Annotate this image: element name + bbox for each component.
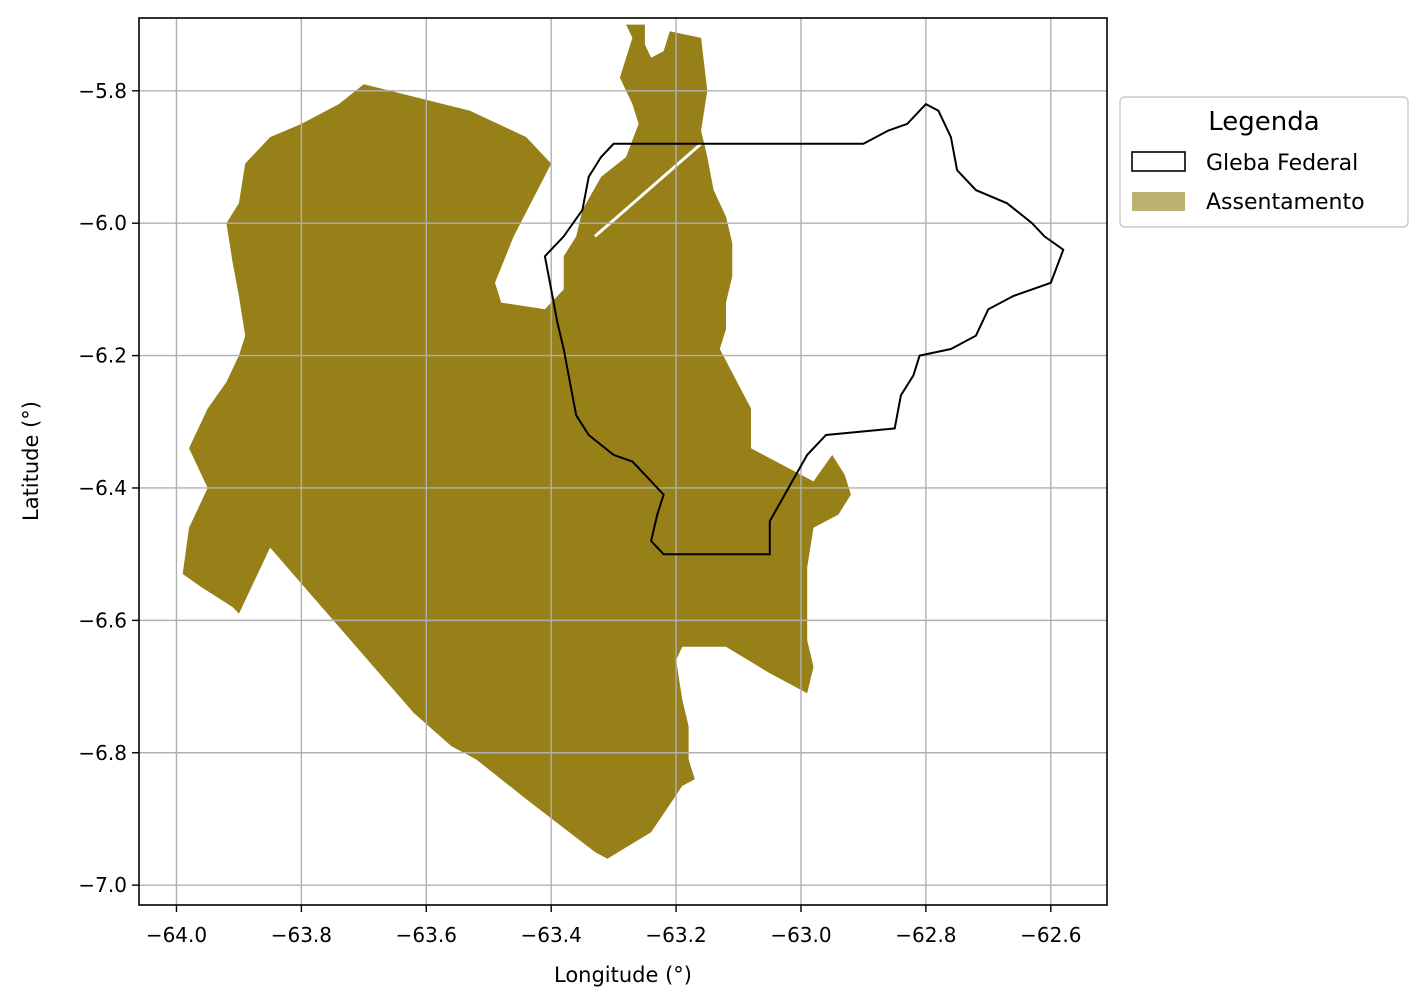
legend-swatch-assentamento: [1132, 192, 1185, 211]
legend: Legenda Gleba Federal Assentamento: [1119, 96, 1409, 228]
x-tick-label: −64.0: [146, 923, 207, 947]
x-tick-label: −62.6: [1020, 923, 1081, 947]
x-axis-ticks: −64.0 −63.8 −63.6 −63.4 −63.2 −63.0 −62.8 −62.6: [146, 905, 1081, 947]
x-tick-label: −63.0: [770, 923, 831, 947]
assentamento-white-gap-line: [593, 142, 703, 238]
y-axis-ticks: −5.8 −6.0 −6.2 −6.4 −6.6 −6.8 −7.0: [78, 79, 139, 897]
x-tick-label: −63.2: [645, 923, 706, 947]
y-axis-label: Latitude (°): [19, 401, 43, 521]
legend-box: [1119, 96, 1409, 228]
gleba-federal-outline: [543, 102, 1065, 556]
legend-label-assentamento: Assentamento: [1206, 190, 1365, 215]
y-tick-label: −5.8: [78, 79, 127, 103]
y-tick-label: −6.6: [78, 608, 127, 632]
grid-lines: [139, 18, 1107, 905]
y-tick-label: −7.0: [78, 873, 127, 897]
legend-title: Legenda: [1208, 107, 1319, 137]
x-tick-label: −62.8: [895, 923, 956, 947]
map-layers: [139, 18, 1107, 905]
legend-label-gleba-federal: Gleba Federal: [1206, 151, 1358, 176]
plot-area-frame: [138, 17, 1108, 906]
y-tick-label: −6.0: [78, 211, 127, 235]
assentamento-polygon: [182, 24, 851, 859]
y-tick-label: −6.8: [78, 741, 127, 765]
x-tick-label: −63.4: [521, 923, 582, 947]
x-tick-label: −63.8: [271, 923, 332, 947]
y-tick-label: −6.4: [78, 476, 127, 500]
y-tick-label: −6.2: [78, 344, 127, 368]
x-tick-label: −63.6: [396, 923, 457, 947]
legend-swatch-gleba-federal: [1131, 151, 1186, 172]
x-axis-label: Longitude (°): [554, 963, 692, 987]
